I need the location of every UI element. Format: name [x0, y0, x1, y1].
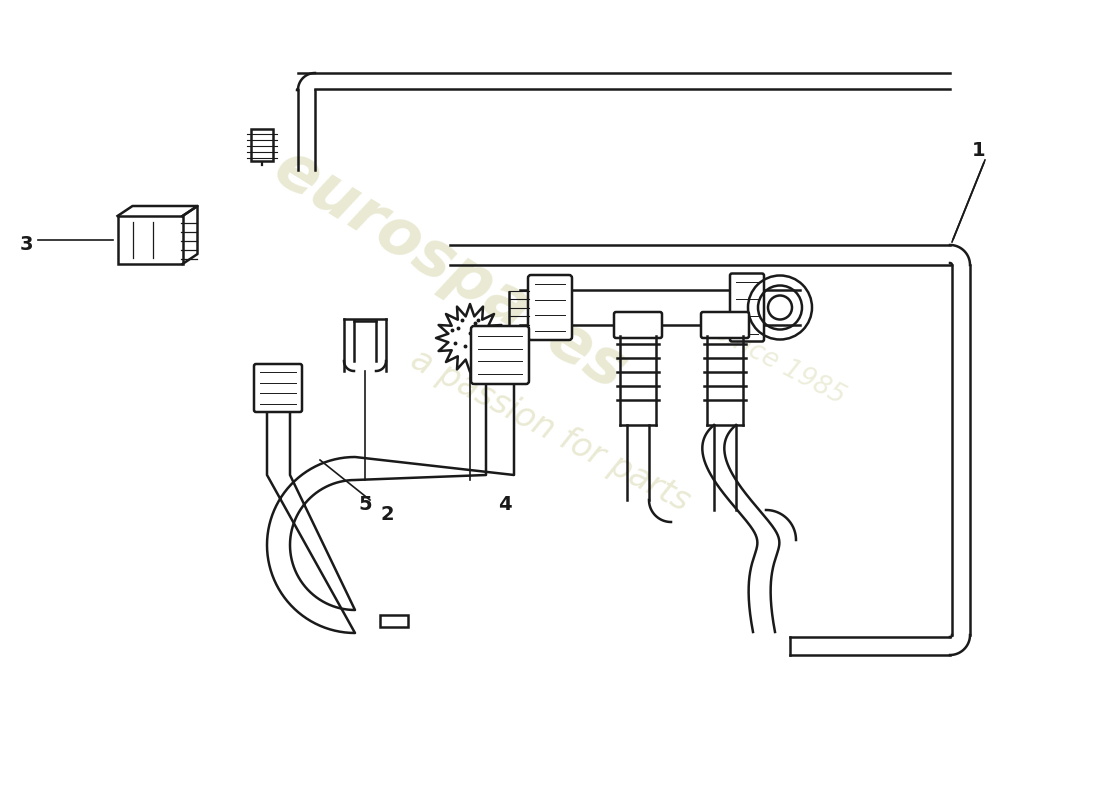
Text: 4: 4: [498, 495, 512, 514]
FancyBboxPatch shape: [379, 615, 407, 627]
Text: since 1985: since 1985: [711, 320, 849, 410]
Text: 5: 5: [359, 495, 372, 514]
FancyBboxPatch shape: [471, 326, 529, 384]
Text: a passion for parts: a passion for parts: [405, 342, 695, 518]
Bar: [118, 216, 183, 264]
FancyBboxPatch shape: [701, 312, 749, 338]
Text: 1: 1: [971, 141, 984, 159]
FancyBboxPatch shape: [528, 275, 572, 340]
FancyBboxPatch shape: [254, 364, 303, 412]
Text: 3: 3: [20, 235, 33, 254]
FancyBboxPatch shape: [730, 274, 764, 342]
FancyBboxPatch shape: [614, 312, 662, 338]
Text: eurospares: eurospares: [262, 137, 638, 403]
FancyBboxPatch shape: [251, 129, 273, 161]
Text: 2: 2: [379, 506, 394, 525]
